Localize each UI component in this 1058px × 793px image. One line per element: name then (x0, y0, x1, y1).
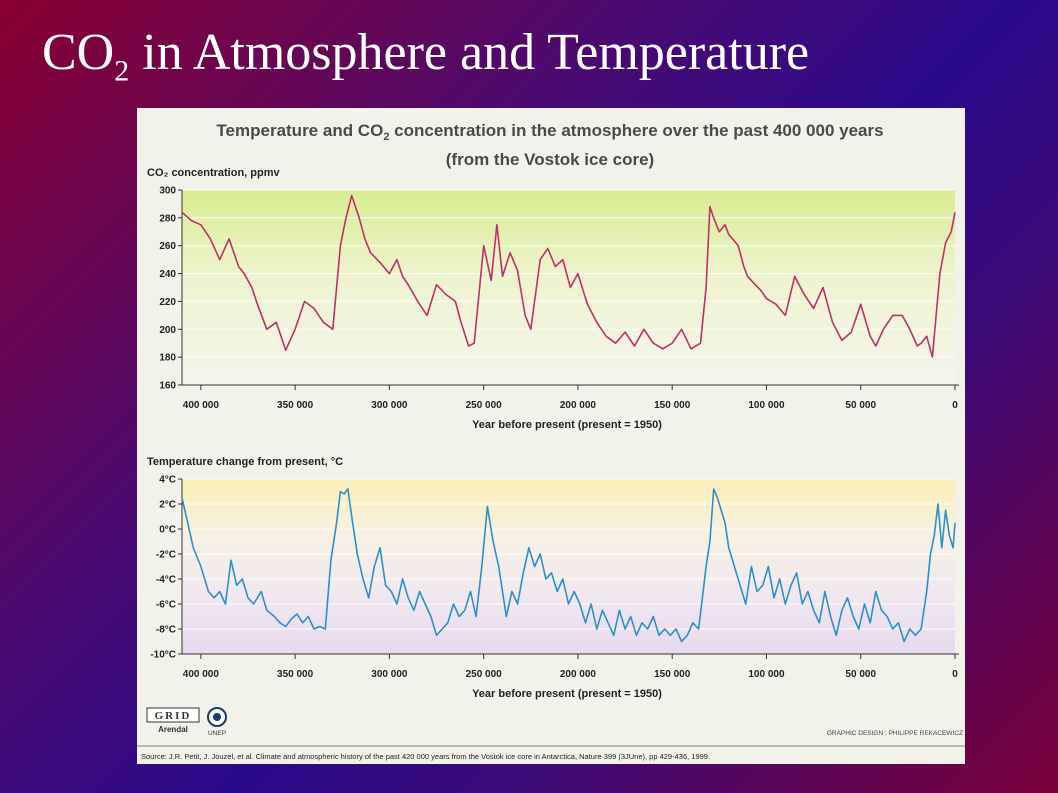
slide-title-subscript: 2 (114, 54, 130, 88)
figure-svg: Temperature and CO2 concentration in the… (137, 121, 965, 761)
temperature-y-tick-label: -8°C (156, 625, 176, 636)
temperature-series-line (181, 488, 956, 643)
temperature-x-tick-label: 350 000 (277, 669, 314, 680)
co2-x-tick-label: 350 000 (277, 400, 314, 411)
figure-title-line2: (from the Vostok ice core) (446, 150, 654, 169)
grid-arendal-logo: GRID Arendal (146, 707, 200, 734)
co2-x-tick-label: 0 (952, 400, 958, 411)
temperature-x-axis-title: Year before present (present = 1950) (472, 688, 662, 700)
graphic-credit: GRAPHIC DESIGN : PHILIPPE REKACEWICZ (827, 730, 963, 737)
co2-y-tick-label: 240 (159, 269, 176, 280)
co2-x-tick-label: 150 000 (654, 400, 691, 411)
co2-y-tick-label: 160 (159, 381, 176, 392)
co2-y-tick-label: 200 (159, 325, 176, 336)
temperature-plot-area (182, 479, 955, 654)
co2-y-axis-title: CO₂ concentration, ppmv (147, 167, 281, 179)
co2-x-tick-label: 400 000 (183, 400, 220, 411)
co2-x-tick-label: 300 000 (371, 400, 408, 411)
svg-text:Arendal: Arendal (158, 725, 188, 734)
co2-x-tick-label: 50 000 (845, 400, 876, 411)
co2-y-tick-label: 220 (159, 297, 176, 308)
co2-plot-area (182, 190, 955, 385)
temperature-x-tick-label: 50 000 (845, 669, 876, 680)
co2-x-axis-title: Year before present (present = 1950) (472, 419, 662, 431)
temperature-y-tick-label: 0°C (159, 525, 176, 536)
slide-title: CO2 in Atmosphere and Temperature (42, 22, 809, 89)
slide-title-main: CO (42, 24, 115, 81)
co2-y-tick-label: 280 (159, 213, 176, 224)
temperature-x-tick-label: 150 000 (654, 669, 691, 680)
temperature-x-tick-label: 100 000 (748, 669, 785, 680)
temperature-y-axis-title: Temperature change from present, °C (147, 456, 343, 468)
co2-x-tick-label: 250 000 (466, 400, 503, 411)
temperature-y-tick-label: -6°C (156, 600, 176, 611)
co2-x-tick-label: 100 000 (748, 400, 785, 411)
figure-title-line1: Temperature and CO2 concentration in the… (216, 121, 883, 143)
temperature-chart: 4°C 2°C 0°C -2°C -4°C -6°C -8°C -10°C 400 000 350… (147, 456, 959, 700)
vostok-figure: Temperature and CO2 concentration in the… (137, 108, 965, 764)
svg-text:GRID: GRID (155, 710, 192, 722)
unep-logo: UNEP (207, 707, 227, 737)
temperature-x-tick-label: 250 000 (466, 669, 503, 680)
co2-y-tick-label: 260 (159, 241, 176, 252)
slide-title-rest: in Atmosphere and Temperature (129, 24, 810, 81)
svg-text:UNEP: UNEP (208, 730, 226, 737)
temperature-y-tick-label: 2°C (159, 500, 176, 511)
co2-chart: 160 180 200 220 240 260 280 300 400 000 350 000 30… (147, 167, 959, 431)
temperature-y-tick-label: 4°C (159, 475, 176, 486)
temperature-y-tick-label: -2°C (156, 550, 176, 561)
temperature-x-tick-label: 200 000 (560, 669, 597, 680)
temperature-x-tick-label: 400 000 (183, 669, 220, 680)
co2-series-line (181, 194, 956, 358)
temperature-y-tick-label: -10°C (150, 650, 176, 661)
co2-y-tick-label: 180 (159, 353, 176, 364)
co2-x-tick-label: 200 000 (560, 400, 597, 411)
source-text: Source: J.R. Petit, J. Jouzel, et al. Cl… (141, 752, 710, 761)
temperature-x-tick-label: 0 (952, 669, 958, 680)
temperature-x-tick-label: 300 000 (371, 669, 408, 680)
temperature-y-tick-label: -4°C (156, 575, 176, 586)
co2-y-tick-label: 300 (159, 186, 176, 197)
